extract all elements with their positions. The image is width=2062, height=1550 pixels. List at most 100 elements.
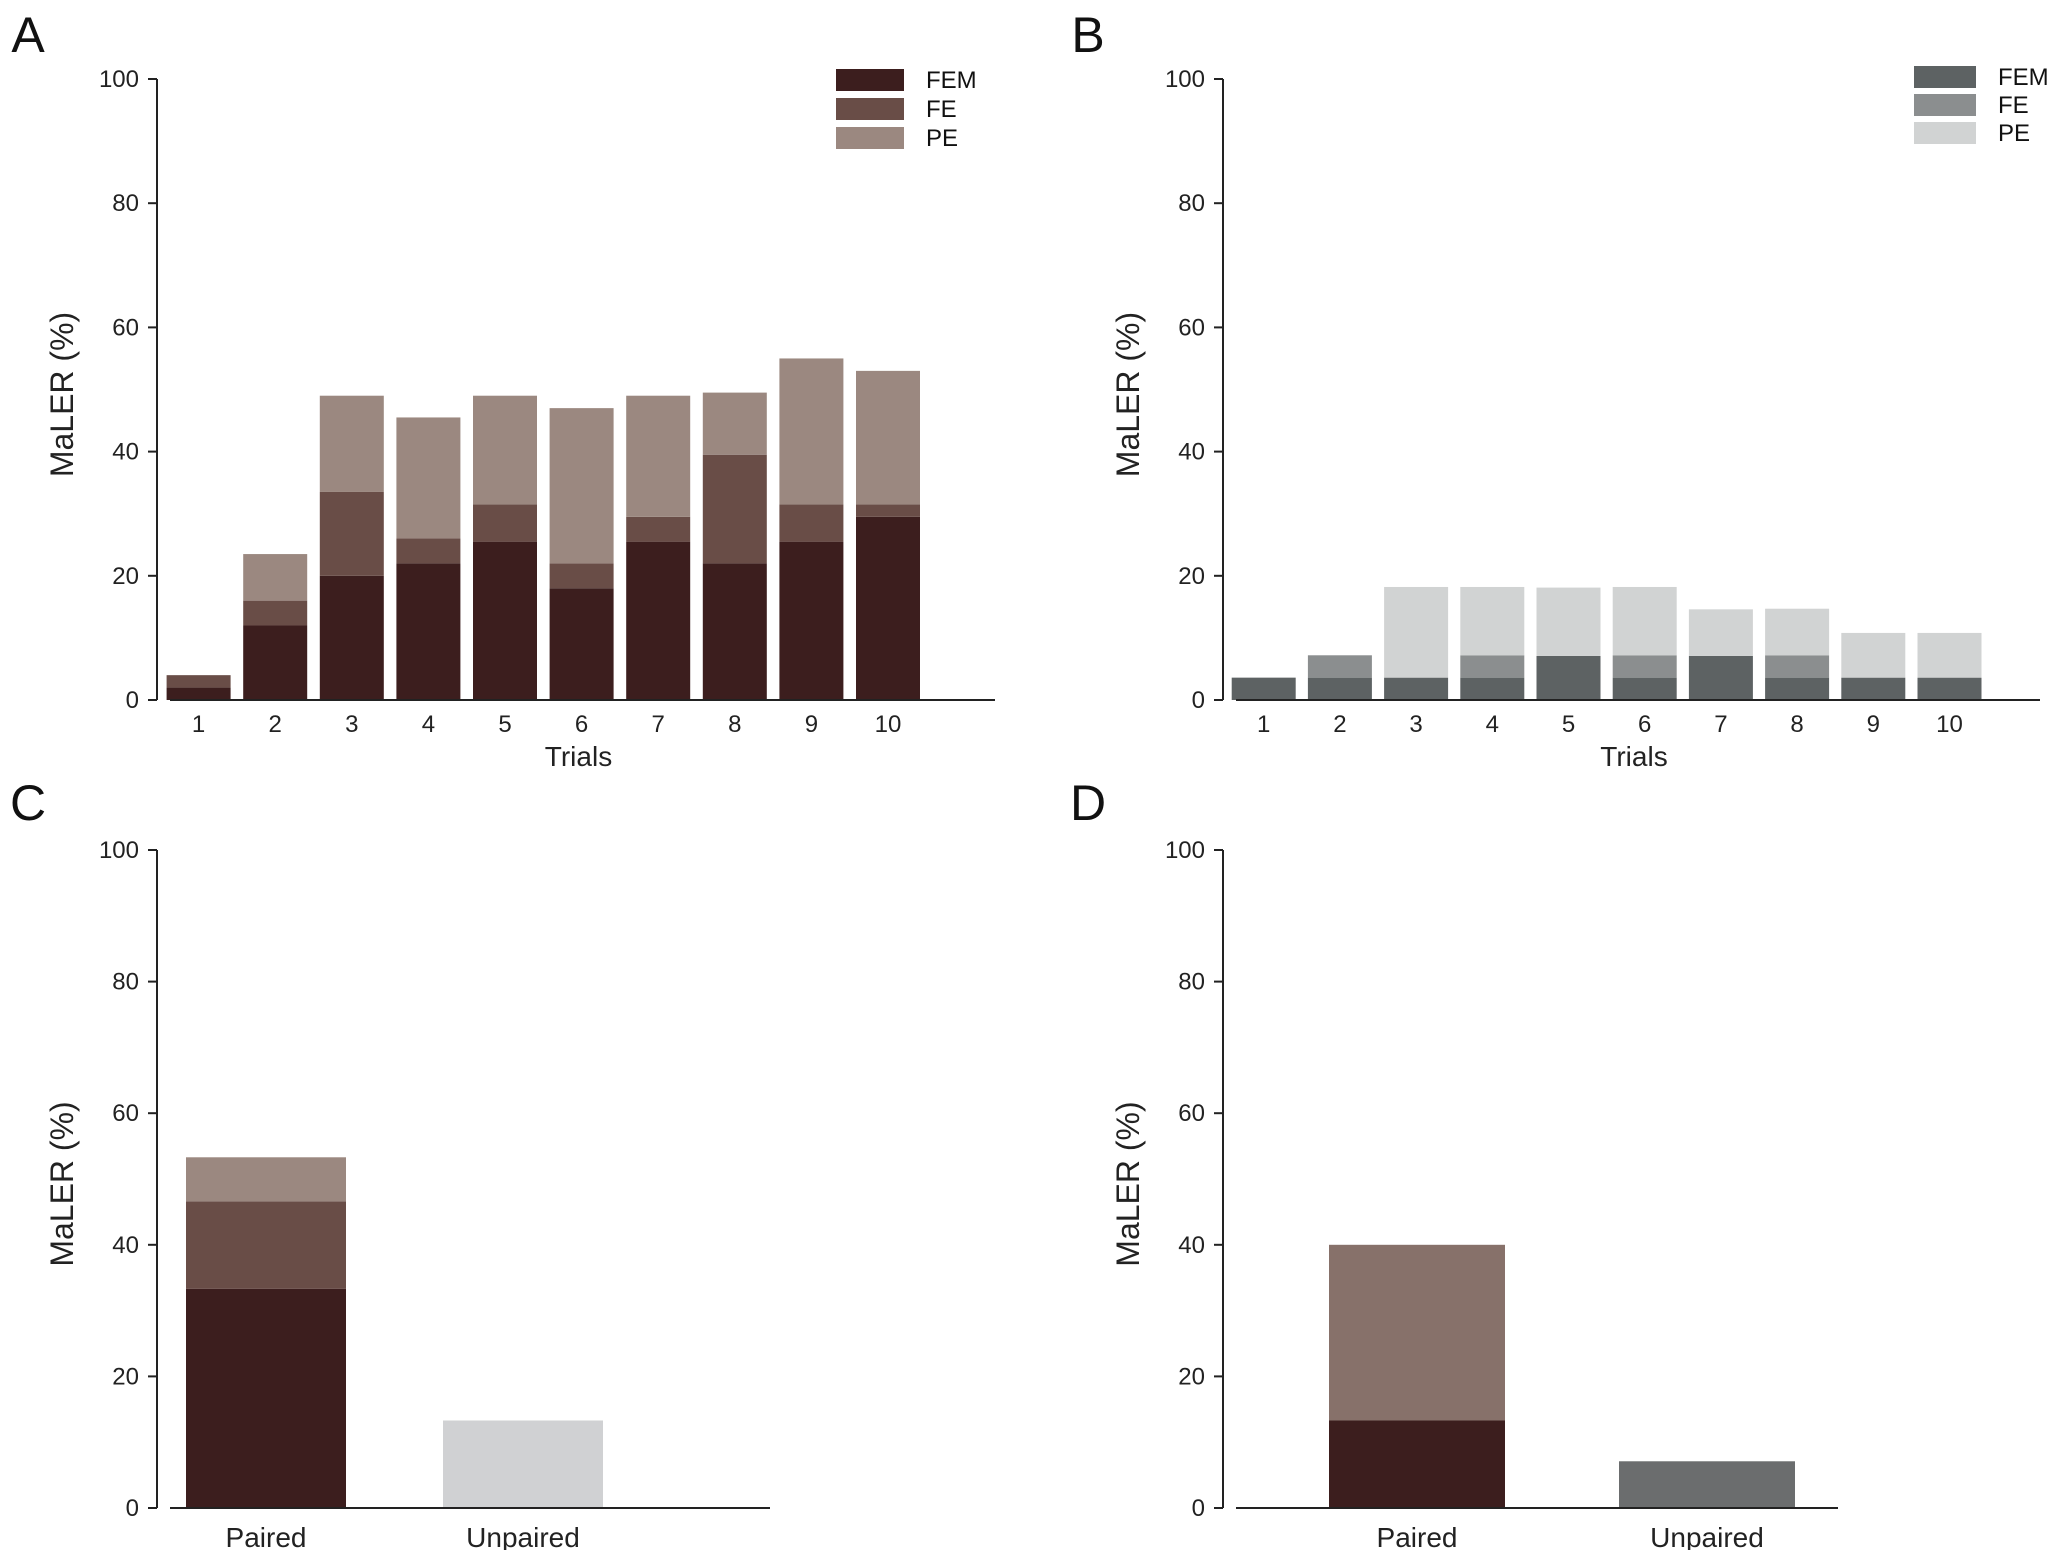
bar-fem-9 (779, 541, 844, 700)
x-tick-label: 5 (1562, 711, 1575, 738)
bar-pe-4 (396, 417, 461, 539)
y-tick-label: 80 (1178, 190, 1205, 217)
x-tick-label: 6 (1638, 711, 1651, 738)
bar-pe-10 (1917, 632, 1982, 678)
bar-pe-7 (1688, 609, 1753, 656)
bar-pe-8 (702, 392, 767, 455)
bar-pe-9 (1841, 632, 1906, 678)
bar-fem-1 (166, 687, 231, 700)
legend-swatch-fe (1914, 94, 1976, 116)
y-axis-title: MaLER (%) (44, 312, 80, 477)
x-tick-label: 1 (192, 711, 205, 738)
x-tick-label: 8 (728, 711, 741, 738)
x-tick-label: 1 (1257, 711, 1270, 738)
y-axis-title: MaLER (%) (1110, 1101, 1146, 1266)
x-tick-label: Paired (1377, 1522, 1458, 1550)
y-tick-label: 0 (126, 687, 139, 714)
x-tick-label: 3 (345, 711, 358, 738)
bar-fe-6 (1612, 655, 1677, 678)
bar-pe-6 (549, 408, 614, 564)
bar-fe-10 (856, 504, 920, 517)
chart-panel-b: B 0 20 40 60 80 100 1 2 3 4 5 6 7 8 9 10 Trials MaLER (%) F… (1071, 7, 2048, 772)
y-tick-label: 80 (112, 190, 139, 217)
bar-segment-1-unpaired (443, 1420, 603, 1508)
bar-fem-8 (702, 563, 767, 700)
bar-fem-7 (626, 541, 691, 700)
bar-fe-2 (1307, 655, 1372, 678)
bar-fe-6 (549, 563, 614, 589)
x-axis-title: Trials (545, 741, 612, 772)
bar-pe-8 (1765, 608, 1830, 656)
bar-pe-3 (319, 395, 384, 492)
bar-pe-7 (626, 395, 691, 517)
bar-fem-9 (1841, 677, 1906, 700)
y-axis-title: MaLER (%) (1110, 312, 1146, 477)
bar-pe-2 (243, 554, 308, 601)
bar-pe-5 (1536, 587, 1601, 656)
bar-fe-3 (319, 491, 384, 576)
legend-label-fe: FE (926, 96, 957, 123)
y-tick-label: 0 (1192, 1495, 1205, 1522)
bar-fem-5 (473, 541, 537, 700)
bar-fem-10 (1917, 677, 1982, 700)
x-tick-label: 9 (805, 711, 818, 738)
bar-pe-6 (1612, 586, 1677, 656)
legend-label-pe: PE (926, 125, 958, 152)
x-tick-label: Unpaired (466, 1522, 580, 1550)
chart-panel-c: C 0 20 40 60 80 100 Paired Unpaired MaLER (%) (10, 775, 770, 1550)
legend-swatch-fe (836, 98, 904, 120)
y-tick-label: 0 (126, 1495, 139, 1522)
bar-pe-4 (1460, 586, 1525, 656)
bar-fe-8 (1765, 655, 1830, 678)
chart-panel-a: A 0 20 40 60 80 100 1 2 3 4 5 6 7 8 9 10 Trials MaLER (%) F… (11, 7, 995, 772)
bar-fe-7 (626, 516, 691, 542)
bar-fem-3 (1384, 677, 1449, 700)
y-tick-label: 60 (112, 314, 139, 341)
legend-swatch-fem (836, 69, 904, 91)
y-tick-label: 0 (1192, 687, 1205, 714)
legend-label-fem: FEM (1998, 64, 2049, 91)
y-tick-label: 60 (1178, 1100, 1205, 1127)
y-tick-label: 20 (1178, 563, 1205, 590)
y-tick-label: 40 (1178, 439, 1205, 466)
legend-label-pe: PE (1998, 120, 2030, 147)
bar-fem-6 (549, 588, 614, 700)
bar-segment-2-paired (186, 1201, 346, 1289)
bar-pe-3 (1384, 586, 1449, 678)
bar-fem-10 (856, 516, 920, 700)
x-tick-label: 2 (269, 711, 282, 738)
x-tick-label: 6 (575, 711, 588, 738)
bar-fem-7 (1688, 655, 1753, 700)
x-tick-label: 7 (1714, 711, 1727, 738)
legend-swatch-pe (836, 127, 904, 149)
x-tick-label: Paired (226, 1522, 307, 1550)
y-tick-label: 100 (1165, 66, 1205, 93)
bar-fe-9 (779, 504, 844, 542)
y-tick-label: 20 (112, 1363, 139, 1390)
chart-panel-d: D 0 20 40 60 80 100 Paired Unpaired MaLER (%) (1070, 775, 1838, 1550)
y-tick-label: 100 (1165, 837, 1205, 864)
x-axis-title: Trials (1600, 741, 1667, 772)
y-tick-label: 80 (1178, 969, 1205, 996)
y-tick-label: 20 (112, 563, 139, 590)
bar-fe-8 (702, 454, 767, 564)
bar-fem-8 (1765, 677, 1830, 700)
y-tick-label: 60 (112, 1100, 139, 1127)
panel-label: A (11, 7, 45, 63)
bar-pe-5 (473, 395, 537, 505)
x-tick-label: Unpaired (1650, 1522, 1764, 1550)
bar-segment-1-paired (186, 1288, 346, 1508)
bar-fem-2 (243, 625, 308, 700)
legend-label-fem: FEM (926, 67, 977, 94)
x-tick-label: 9 (1867, 711, 1880, 738)
y-tick-label: 40 (112, 439, 139, 466)
bar-fem-3 (319, 575, 384, 700)
bar-segment-2-paired (1329, 1244, 1505, 1421)
y-tick-label: 80 (112, 969, 139, 996)
y-tick-label: 100 (99, 66, 139, 93)
bar-fem-1 (1231, 677, 1296, 700)
x-tick-label: 3 (1409, 711, 1422, 738)
bar-fe-4 (396, 538, 461, 564)
bar-segment-1-paired (1329, 1420, 1505, 1508)
